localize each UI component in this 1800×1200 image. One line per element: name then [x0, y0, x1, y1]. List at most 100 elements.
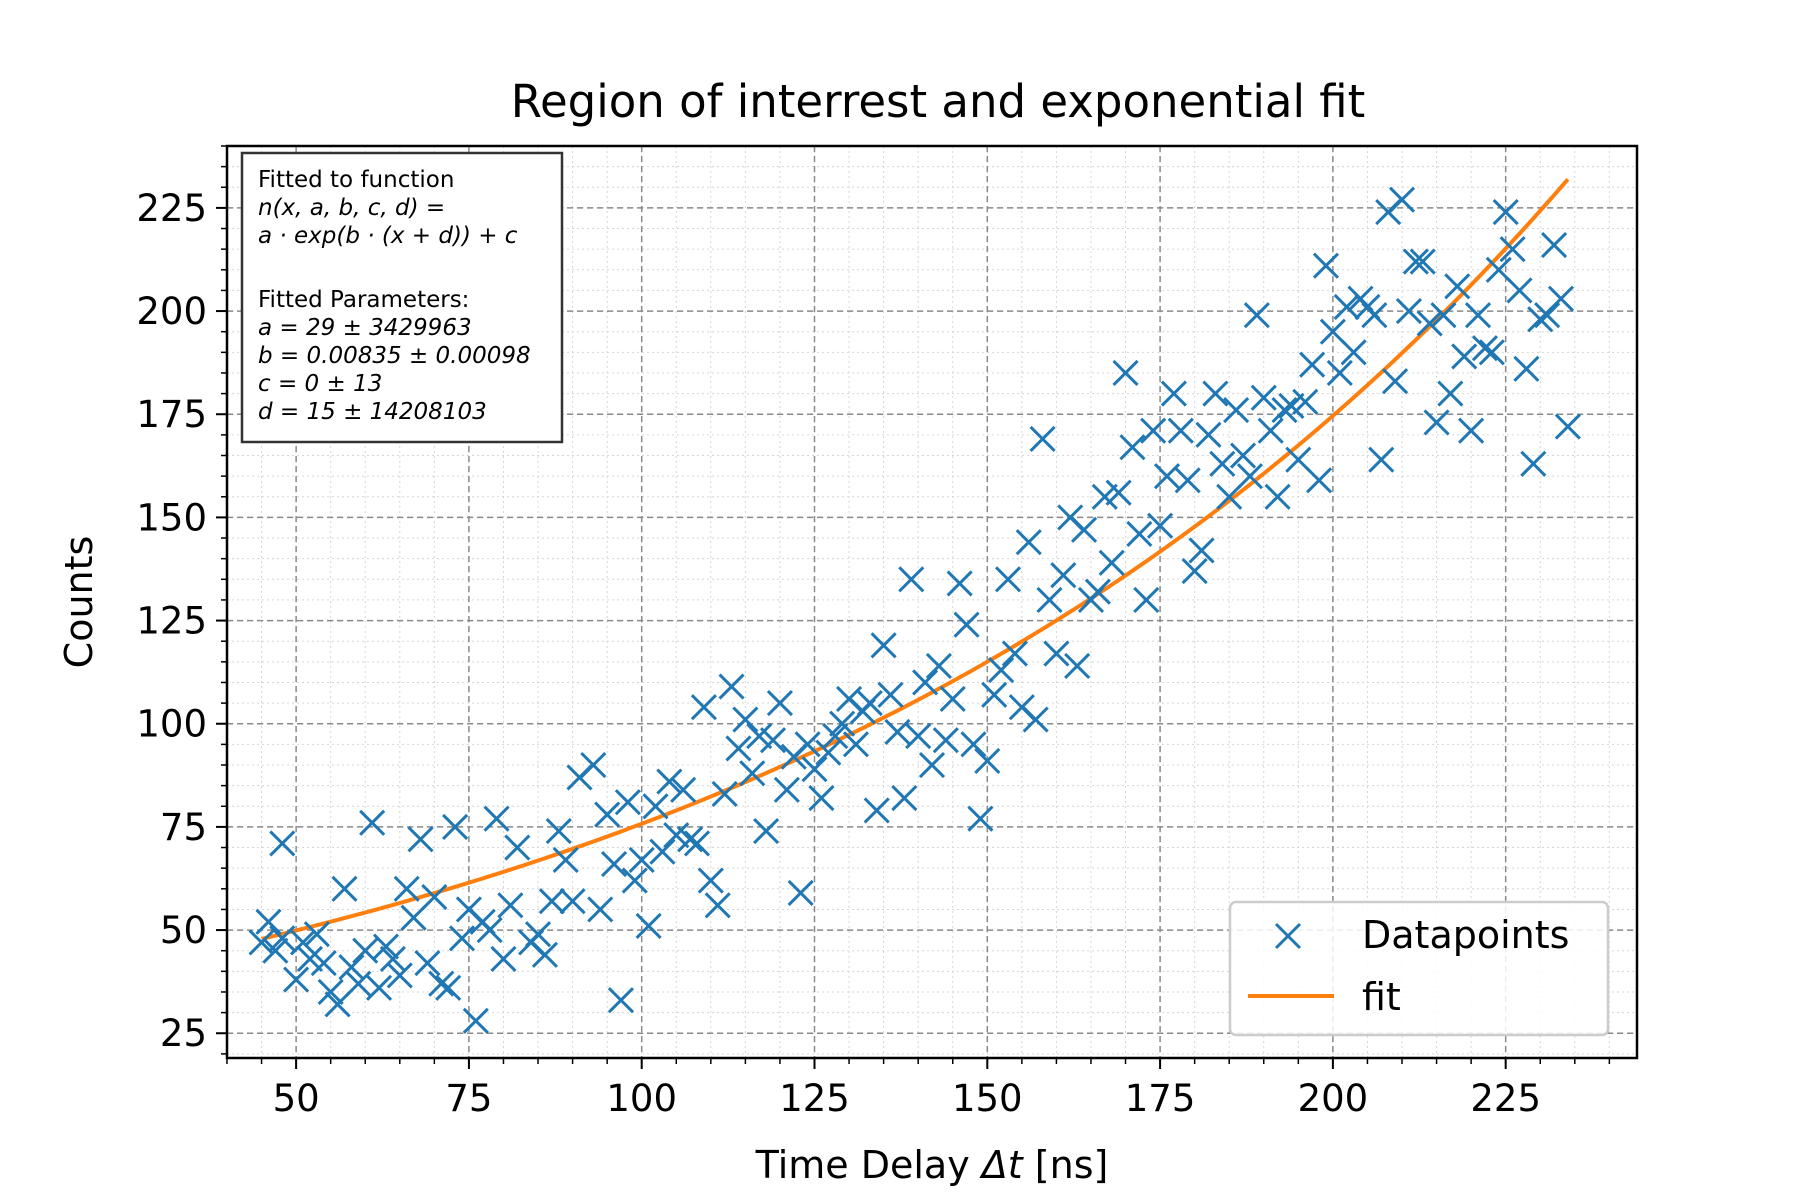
data-point — [462, 1007, 489, 1034]
data-point — [704, 892, 731, 919]
data-point — [400, 904, 427, 931]
annotation-line: a · exp(b · (x + d)) + c — [258, 223, 518, 249]
data-point — [884, 718, 911, 746]
data-point — [1001, 640, 1029, 667]
data-point — [448, 925, 476, 952]
data-point — [1133, 586, 1160, 613]
annotation-box: Fitted to function n(x, a, b, c, d) = a … — [240, 151, 564, 444]
data-point — [656, 768, 683, 795]
data-point — [269, 830, 296, 857]
data-point — [905, 723, 932, 750]
fit-line — [261, 177, 1570, 941]
data-point — [303, 921, 330, 948]
data-point — [248, 929, 275, 956]
data-point — [414, 950, 441, 977]
data-point — [1070, 516, 1098, 543]
data-point — [1382, 368, 1409, 395]
data-point — [677, 826, 704, 853]
data-point — [1402, 248, 1429, 275]
data-point — [1305, 467, 1333, 494]
y-tick-label: 100 — [136, 703, 207, 746]
data-point — [1098, 549, 1125, 576]
data-point — [1126, 520, 1153, 547]
data-point — [1250, 384, 1277, 411]
plot-frame — [225, 144, 1639, 1060]
y-tick-label: 200 — [136, 290, 207, 333]
y-tick-label: 225 — [136, 187, 207, 230]
data-point — [607, 987, 635, 1014]
data-point — [407, 826, 434, 853]
data-point — [1499, 236, 1526, 263]
data-point — [559, 888, 586, 915]
data-point — [1506, 277, 1533, 304]
data-point — [974, 747, 1001, 774]
y-tick-label: 25 — [160, 1012, 207, 1055]
data-point — [1223, 397, 1250, 424]
data-point — [628, 846, 655, 873]
data-point — [939, 685, 966, 713]
data-point — [1167, 417, 1194, 444]
data-point — [925, 652, 952, 680]
data-point — [504, 834, 531, 861]
data-point — [262, 937, 289, 964]
data-point — [1464, 302, 1492, 329]
y-axis-title: Counts — [57, 536, 101, 669]
data-point — [1409, 248, 1436, 275]
data-point — [759, 727, 787, 754]
annotation-line: a = 29 ± 3429963 — [258, 315, 472, 341]
data-point — [1216, 483, 1243, 510]
chart-title: Region of interrest and exponential fit — [511, 75, 1366, 128]
data-point — [946, 570, 973, 597]
data-point — [815, 739, 842, 766]
data-point — [1264, 483, 1291, 510]
data-point — [1554, 413, 1581, 440]
data-point — [891, 784, 918, 812]
data-point — [912, 669, 939, 696]
data-point — [635, 912, 662, 940]
legend-label-datapoints: Datapoints — [1362, 913, 1569, 957]
data-point — [1140, 417, 1167, 444]
data-point — [1340, 339, 1367, 366]
data-point — [649, 838, 676, 865]
y-tick-label: 175 — [136, 393, 207, 436]
data-point — [1202, 380, 1229, 407]
data-point — [497, 892, 524, 919]
data-point — [1015, 529, 1042, 556]
data-point — [1160, 380, 1187, 407]
data-point — [766, 690, 794, 717]
data-point — [289, 929, 317, 956]
data-point — [1292, 388, 1319, 415]
x-tick-label: 200 — [1298, 1077, 1369, 1120]
annotation-line: n(x, a, b, c, d) = — [258, 195, 445, 221]
legend-marker-datapoints — [1274, 922, 1302, 950]
data-point — [283, 966, 310, 993]
data-point — [1195, 421, 1222, 448]
data-point — [1333, 293, 1360, 321]
data-point — [773, 776, 800, 803]
data-point — [255, 908, 282, 935]
data-point — [794, 731, 821, 758]
data-point — [442, 813, 469, 840]
data-point — [1361, 302, 1388, 329]
data-point — [1368, 446, 1395, 473]
data-point — [345, 970, 372, 997]
data-point — [1236, 463, 1264, 490]
data-point — [988, 657, 1015, 684]
data-point — [960, 731, 987, 758]
data-point — [1112, 359, 1139, 387]
data-point — [1153, 463, 1181, 490]
data-point — [379, 945, 406, 973]
data-point — [310, 950, 337, 977]
data-point — [545, 817, 572, 845]
data-point — [587, 896, 614, 923]
y-tick-label: 150 — [136, 496, 207, 539]
data-point — [932, 727, 959, 754]
data-point — [594, 801, 621, 828]
annotation-line: d = 15 ± 14208103 — [258, 399, 487, 425]
data-point — [621, 867, 648, 894]
data-point — [1326, 359, 1353, 387]
data-point — [1540, 231, 1568, 259]
data-point — [1513, 355, 1540, 382]
data-point — [538, 888, 565, 915]
